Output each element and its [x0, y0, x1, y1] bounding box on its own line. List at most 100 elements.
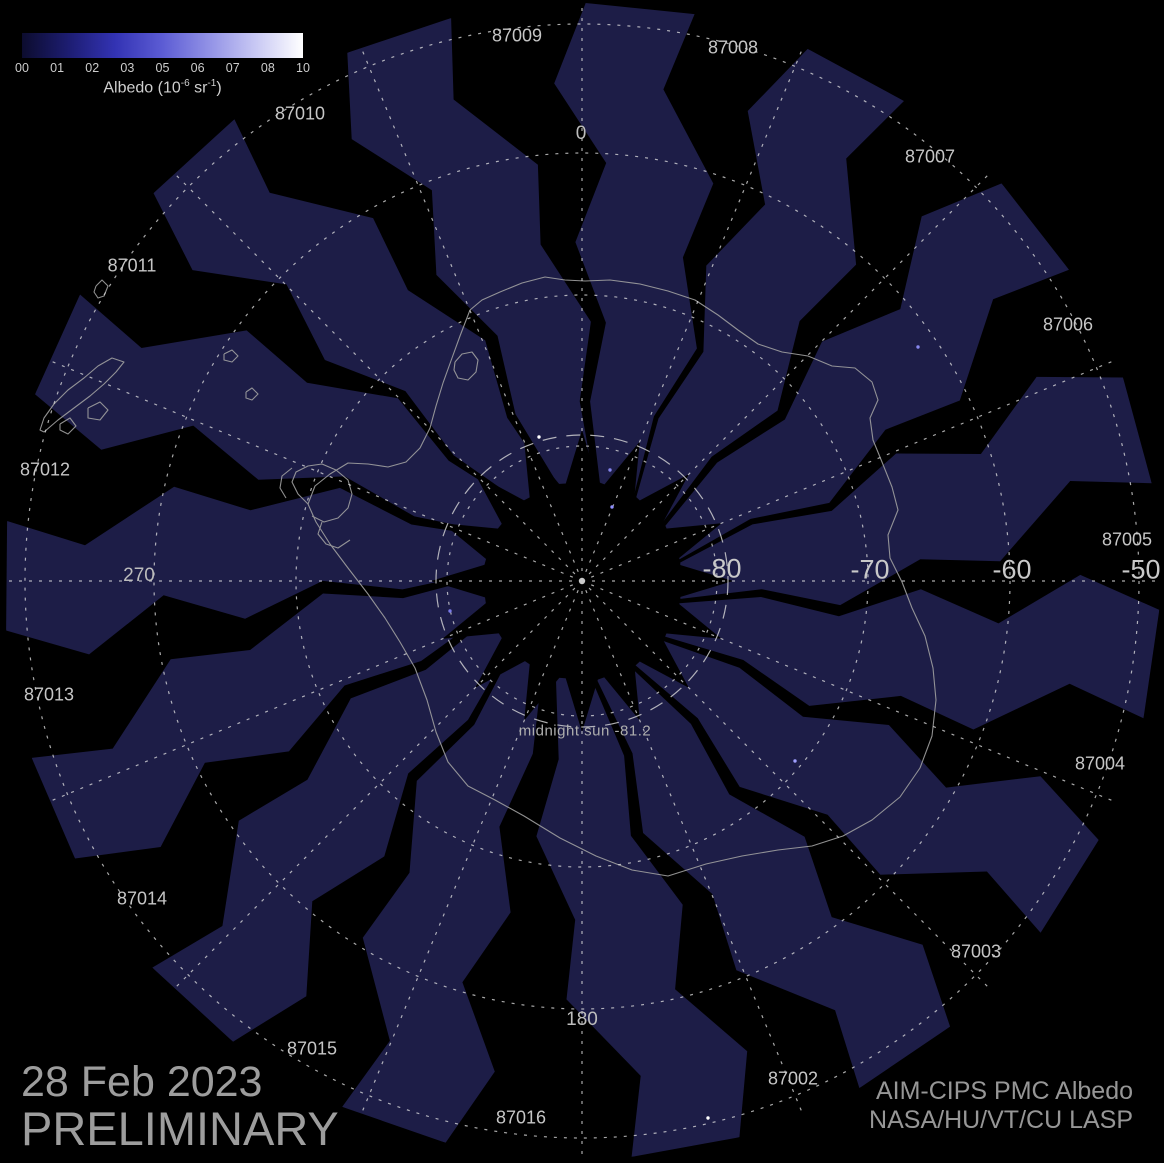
coastline-path: [279, 467, 293, 499]
colorbar-label-text: Albedo (10: [103, 79, 181, 97]
orbit-swath-87014: [31, 577, 488, 859]
longitude-label: 180: [566, 1009, 598, 1030]
latitude-label: -60: [992, 554, 1032, 585]
grid-spoke: [174, 173, 576, 575]
colorbar-tick: 07: [225, 61, 240, 75]
credit-line-1: AIM-CIPS PMC Albedo: [875, 1077, 1133, 1105]
colorbar-tick: 06: [190, 61, 205, 75]
colorbar-tick: 01: [50, 61, 65, 75]
latitude-circle: [446, 445, 718, 717]
orbit-number-label: 87006: [1042, 314, 1094, 335]
latitude-label: -50: [1121, 554, 1161, 585]
coastline-path: [453, 351, 479, 381]
orbit-number-label: 87013: [23, 684, 75, 705]
latitude-circle: [153, 152, 1011, 1010]
orbit-swath-87015: [152, 618, 509, 1042]
orbit-number-label: 87011: [107, 255, 157, 276]
colorbar-label-units: sr: [189, 79, 208, 97]
pmc-detection-dots: [448, 345, 920, 1120]
orbit-number-label: 87004: [1074, 753, 1126, 774]
credits-block: AIM-CIPS PMC Albedo NASA/HU/VT/CU LASP: [869, 1077, 1133, 1135]
orbit-swath-87005: [665, 574, 1160, 730]
grid-spoke: [590, 584, 1115, 802]
pmc-dot: [448, 609, 452, 613]
grid-spoke: [585, 589, 803, 1114]
orbit-swath-87008: [636, 48, 904, 523]
colorbar-label-exp2: -1: [207, 78, 217, 89]
orbit-swaths-layer: [6, 3, 1160, 1157]
polar-grid-layer: [6, 5, 1158, 1157]
colorbar-tick: 08: [260, 61, 275, 75]
preliminary-label: PRELIMINARY: [21, 1102, 339, 1155]
colorbar-ticks: 00 01 02 03 05 06 07 08 10: [15, 61, 310, 75]
colorbar-label-close: ): [216, 79, 222, 97]
orbit-swath-87013: [6, 486, 493, 655]
orbit-number-label: 87016: [495, 1107, 547, 1128]
coastline-path: [87, 401, 109, 421]
orbit-number-label: 87014: [116, 888, 168, 909]
grid-spoke: [588, 587, 990, 989]
longitude-label: 0: [575, 123, 587, 144]
orbit-swath-87009: [554, 3, 714, 496]
grid-spoke: [590, 360, 1115, 578]
orbit-number-label: 87003: [950, 941, 1002, 962]
orbit-swath-87012: [35, 294, 518, 533]
colorbar-tick: 02: [85, 61, 100, 75]
pmc-dot: [916, 345, 920, 349]
orbit-number-label: 87008: [707, 37, 759, 58]
pmc-dot: [706, 1116, 710, 1120]
orbit-number-label: 87010: [274, 103, 326, 124]
colorbar-tick: 03: [120, 61, 135, 75]
coastline-path: [317, 521, 351, 549]
colorbar-tick: 05: [155, 61, 170, 75]
colorbar-label-exp1: -6: [180, 78, 190, 89]
orbit-swath-87003: [597, 667, 951, 1089]
pmc-dot: [608, 468, 612, 472]
coastline-path: [307, 276, 937, 877]
colorbar-tick: 10: [296, 61, 310, 75]
pmc-dot: [793, 759, 797, 763]
orbit-swath-87016: [342, 652, 542, 1143]
midnight-sun-terminator-circle: [435, 434, 729, 728]
orbit-swath-87011: [153, 119, 553, 503]
orbit-number-label: 87015: [286, 1038, 338, 1059]
orbit-number-label: 87009: [491, 25, 543, 46]
coastline-path: [291, 463, 353, 523]
orbit-number-label: 87005: [1101, 529, 1153, 550]
latitude-label: -70: [850, 554, 890, 585]
grid-spoke: [585, 48, 803, 573]
midnight-sun-label: midnight sun -81.2: [518, 722, 652, 740]
credit-line-2: NASA/HU/VT/CU LASP: [869, 1106, 1133, 1134]
orbit-swath-87007: [665, 183, 1069, 560]
pmc-dot: [537, 435, 541, 439]
antarctica-coastline: [39, 276, 937, 877]
orbit-number-label: 87002: [767, 1068, 819, 1089]
orbit-swath-87004: [635, 640, 1099, 933]
pmc-dot: [610, 505, 614, 509]
orbit-swath-87006: [680, 376, 1152, 606]
orbit-number-label: 87012: [19, 459, 71, 480]
coastline-path: [39, 357, 125, 433]
grid-spoke: [49, 360, 574, 578]
date-label: 28 Feb 2023: [21, 1058, 263, 1106]
colorbar-tick: 00: [15, 61, 29, 75]
latitude-circle: [24, 23, 1140, 1139]
grid-spoke: [588, 173, 990, 575]
coastline-path: [93, 279, 109, 299]
coastline-path: [223, 349, 239, 363]
coastline-path: [245, 387, 259, 401]
grid-spoke: [361, 589, 579, 1114]
orbit-number-label: 87007: [904, 146, 956, 167]
grid-spoke: [174, 587, 576, 989]
grid-spoke: [49, 584, 574, 802]
colorbar-label: Albedo (10-6 sr-1): [22, 78, 303, 97]
south-pole-marker: [578, 577, 586, 585]
colorbar-gradient: [22, 33, 303, 58]
latitude-circle: [295, 294, 869, 868]
orbit-swath-87002: [536, 677, 748, 1157]
grid-spoke: [361, 48, 579, 573]
latitude-label: -80: [702, 553, 742, 584]
longitude-label: 270: [123, 565, 155, 586]
